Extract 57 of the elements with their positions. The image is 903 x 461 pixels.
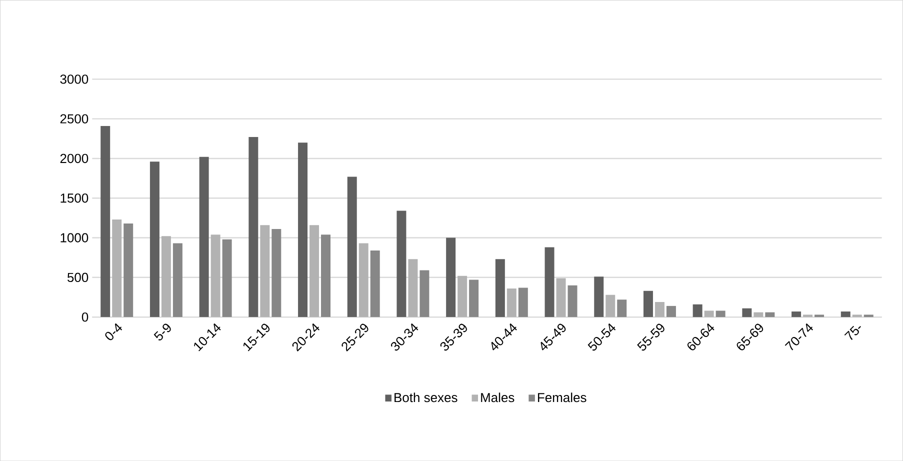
bar (396, 210, 406, 317)
bar (150, 162, 160, 317)
bar (594, 276, 604, 317)
bar (124, 223, 134, 317)
bar (298, 142, 308, 317)
bar (248, 136, 258, 317)
bar (260, 224, 270, 317)
bar (100, 126, 110, 317)
bar (358, 243, 368, 317)
bar (199, 156, 209, 317)
bar (544, 247, 554, 317)
bar (716, 310, 726, 317)
y-tick-label: 0 (82, 312, 88, 322)
bar (840, 311, 850, 317)
bar (370, 250, 380, 317)
bar (754, 312, 764, 317)
bar (420, 270, 430, 317)
legend-label: Males (481, 392, 514, 402)
bar (617, 300, 627, 317)
y-tick-label: 1000 (60, 233, 88, 242)
bar (112, 219, 122, 317)
bar (666, 306, 676, 317)
x-tick-label: 5-9 (154, 324, 171, 340)
bar (495, 259, 505, 317)
legend-label: Females (538, 392, 586, 402)
y-tick-label: 1500 (60, 193, 88, 203)
bar (692, 304, 702, 317)
bar (446, 238, 456, 317)
bar (272, 228, 282, 317)
bar (222, 239, 232, 317)
x-tick-label: 75- (844, 326, 861, 340)
bar (347, 176, 357, 317)
bar (556, 278, 566, 317)
bar (172, 243, 182, 317)
bar (469, 280, 479, 317)
y-tick-label: 3000 (60, 74, 88, 84)
bar (408, 259, 418, 317)
bar (458, 276, 468, 317)
bar (161, 236, 171, 317)
y-tick-label: 500 (67, 272, 88, 282)
bar (643, 290, 653, 317)
bar (742, 308, 752, 317)
y-tick-label: 2500 (60, 114, 88, 124)
bar (568, 285, 578, 317)
bar (654, 302, 664, 317)
bar (310, 224, 320, 317)
bar (518, 288, 528, 317)
bar (210, 234, 220, 317)
bar (792, 311, 802, 317)
bar (321, 234, 330, 317)
y-tick-label: 2000 (60, 154, 88, 163)
bar (606, 294, 616, 317)
bar (704, 310, 714, 317)
bar (765, 312, 775, 317)
x-tick-label: 0-4 (105, 323, 122, 340)
bar (506, 288, 516, 317)
legend-label: Both sexes (394, 392, 458, 402)
